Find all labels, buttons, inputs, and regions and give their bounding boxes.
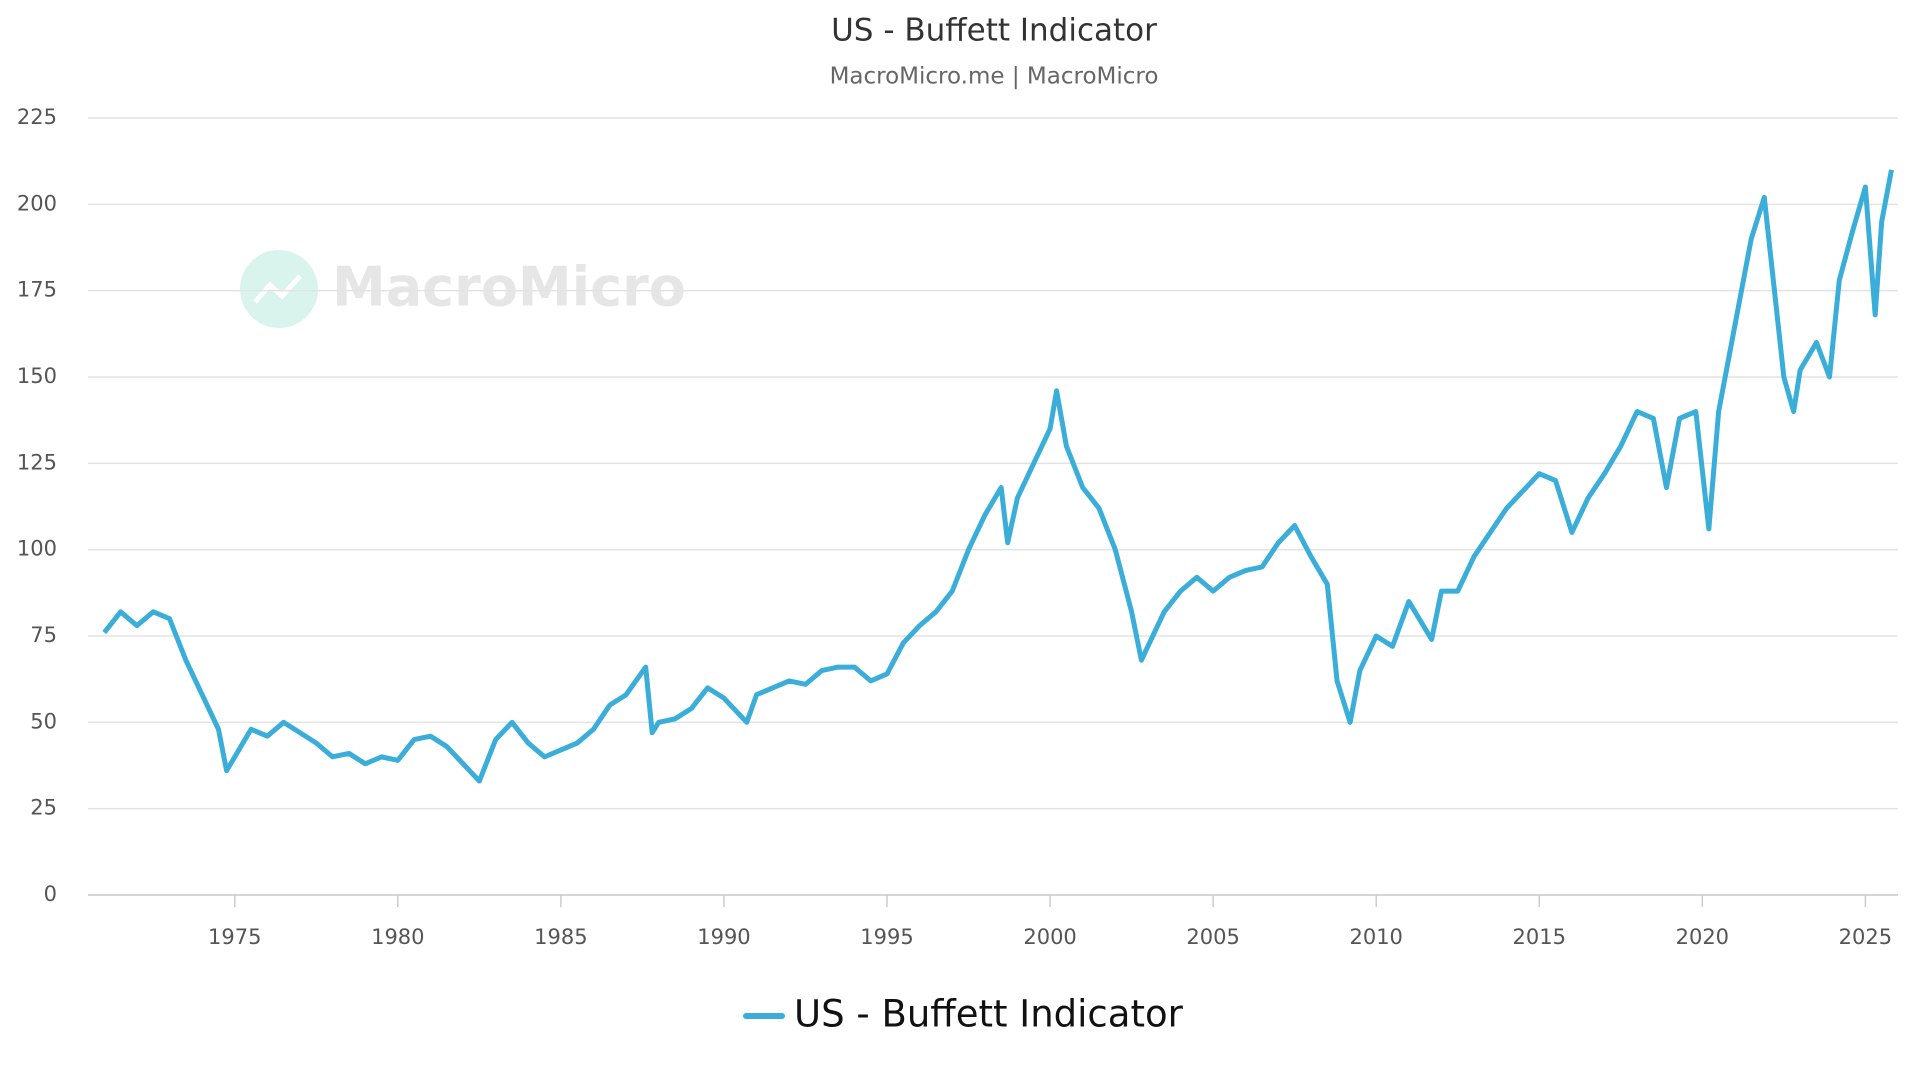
x-tick-label: 1975 (208, 925, 261, 949)
x-tick-label: 1995 (860, 925, 913, 949)
data-line (102, 169, 1894, 784)
y-tick-label: 75 (30, 623, 57, 647)
x-tick-label: 2000 (1023, 925, 1076, 949)
x-tick-label: 1990 (697, 925, 750, 949)
x-tick-label: 1980 (371, 925, 424, 949)
y-tick-label: 225 (17, 105, 57, 129)
chart-subtitle: MacroMicro.me | MacroMicro (830, 64, 1159, 90)
y-tick-label: 50 (30, 709, 57, 733)
y-tick-label: 150 (17, 364, 57, 388)
y-tick-label: 100 (17, 537, 57, 561)
x-tick-label: 2010 (1349, 925, 1402, 949)
y-tick-label: 125 (17, 450, 57, 474)
y-tick-label: 175 (17, 278, 57, 302)
watermark: MacroMicro (332, 256, 686, 319)
legend-label: US - Buffett Indicator (794, 993, 1184, 1036)
x-tick-label: 2025 (1839, 925, 1892, 949)
y-tick-label: 200 (17, 191, 57, 215)
x-tick-label: 1985 (534, 925, 587, 949)
watermark-logo (240, 250, 318, 328)
y-tick-label: 25 (30, 796, 57, 820)
x-tick-label: 2020 (1676, 925, 1729, 949)
x-tick-label: 2015 (1513, 925, 1566, 949)
x-tick-label: 2005 (1186, 925, 1239, 949)
y-tick-label: 0 (44, 882, 57, 906)
chart-title: US - Buffett Indicator (831, 13, 1157, 49)
